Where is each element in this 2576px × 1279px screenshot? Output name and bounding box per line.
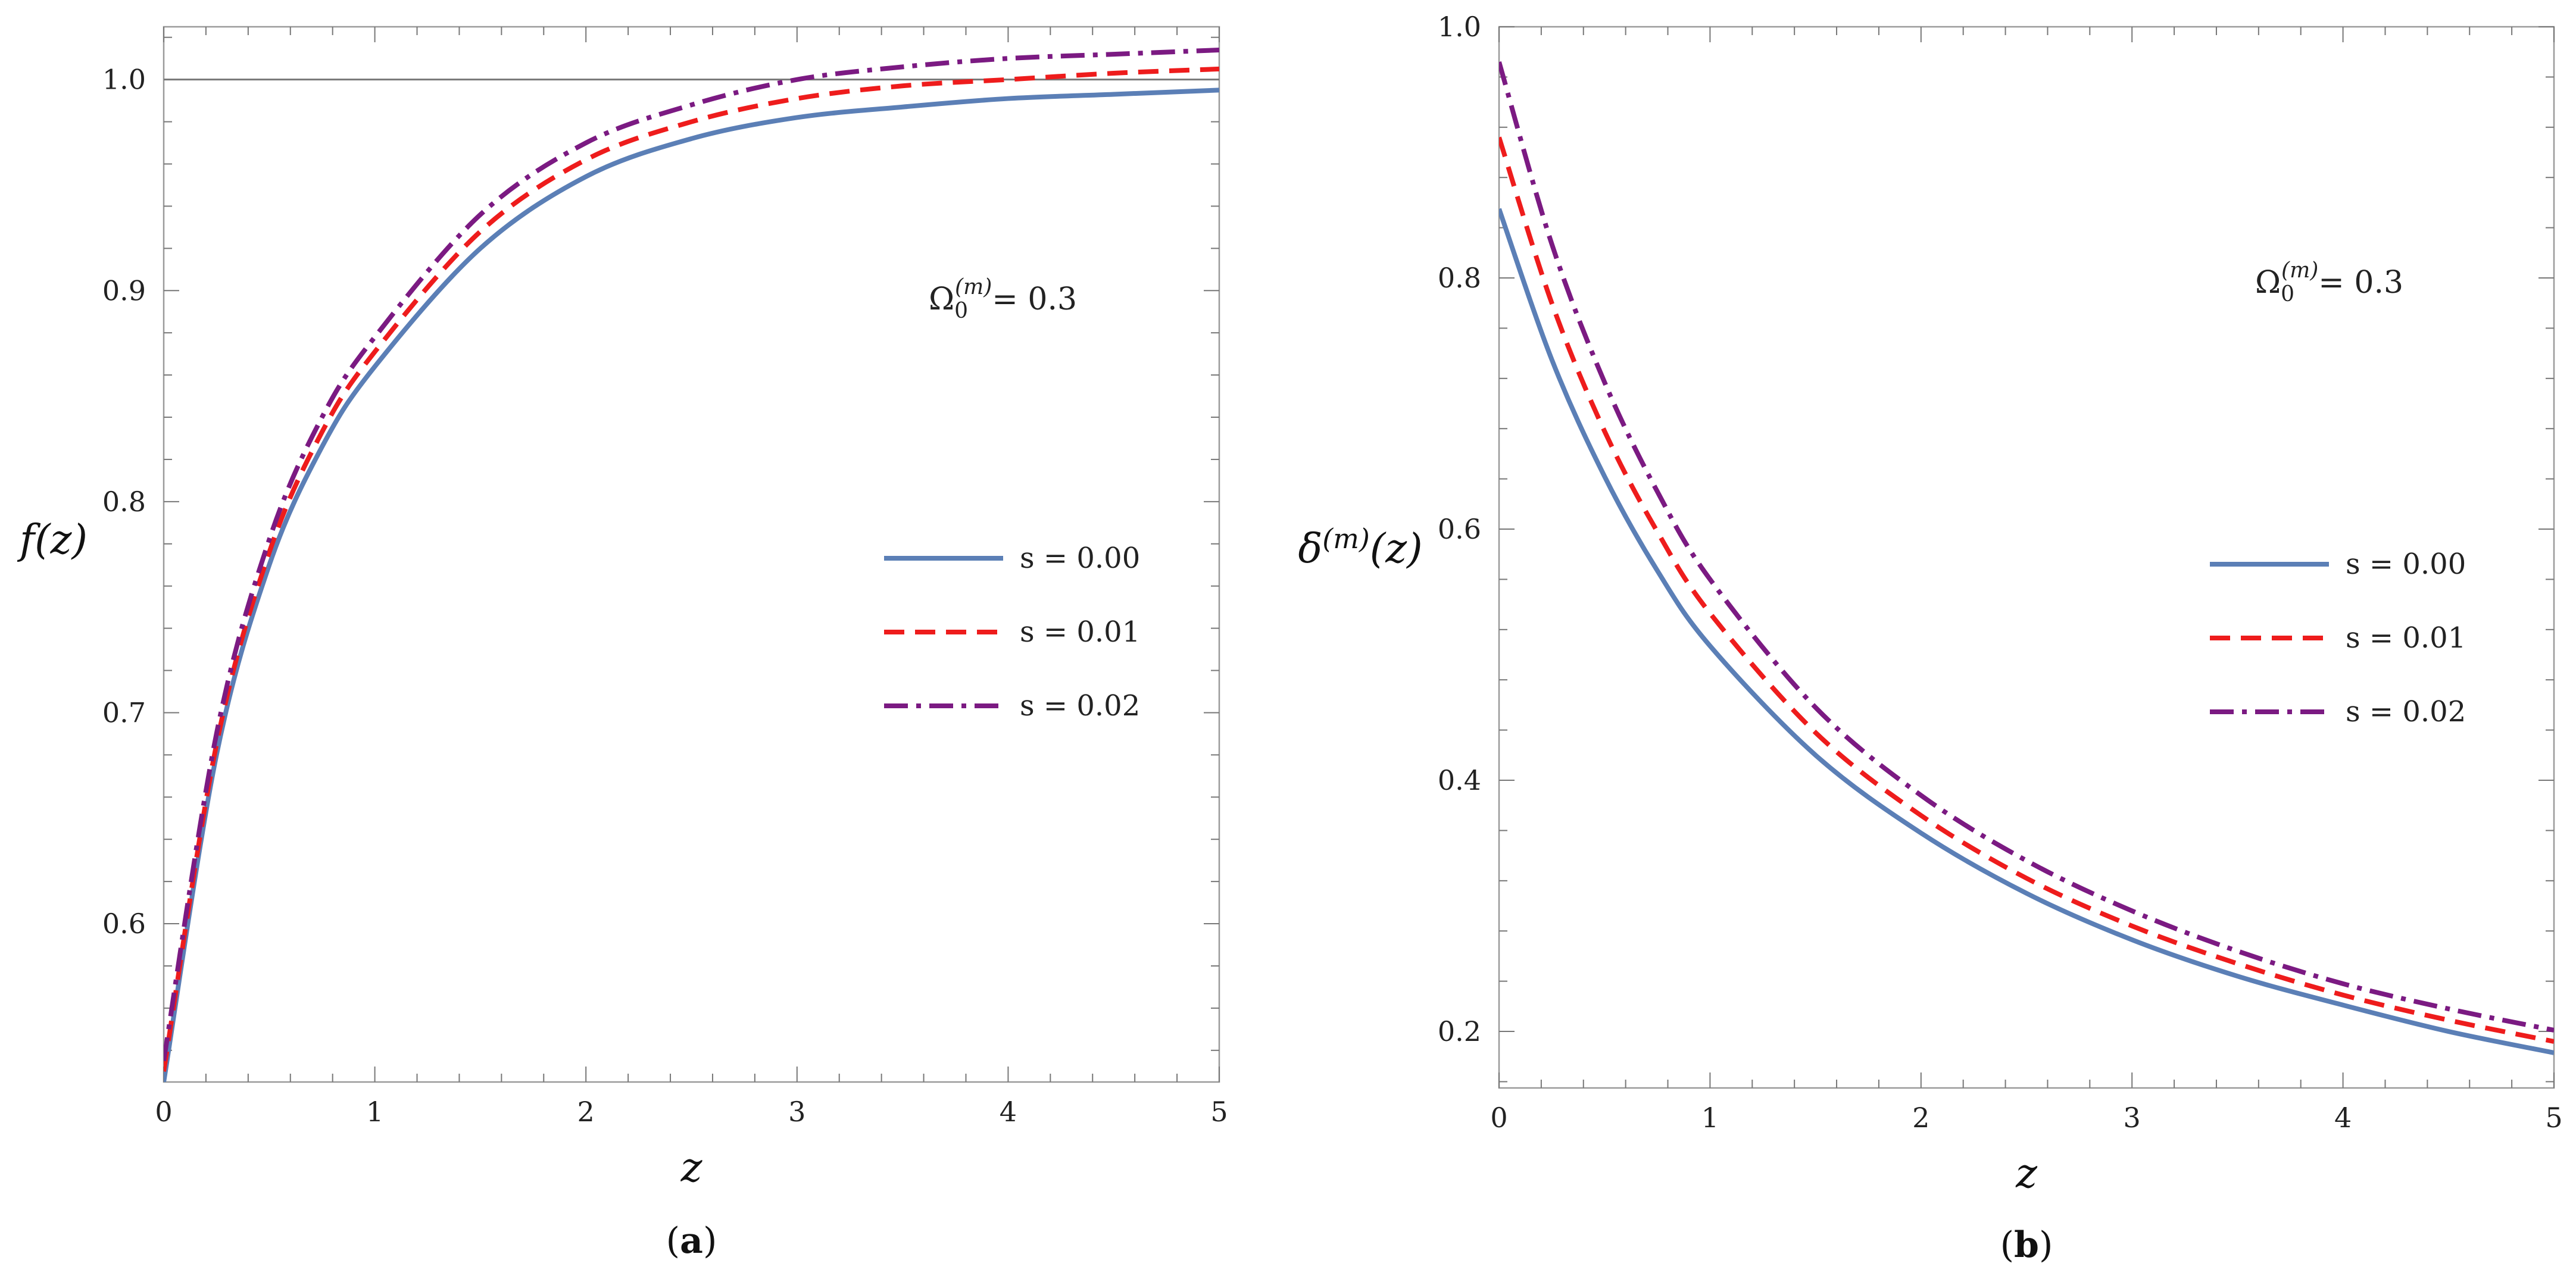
x-axis-title: z xyxy=(2015,1150,2038,1197)
legend-label-2: s = 0.01 xyxy=(1020,615,1140,649)
y-tick-label: 0.2 xyxy=(1438,1015,1481,1047)
y-tick-label: 0.6 xyxy=(102,908,146,940)
series-line-1 xyxy=(164,87,1219,1082)
x-tick-label: 1 xyxy=(366,1096,383,1128)
y-tick-label: 0.9 xyxy=(102,274,146,307)
panel-label: (a) xyxy=(666,1220,717,1262)
legend-label-2: s = 0.01 xyxy=(2346,621,2466,655)
y-tick-label: 0.4 xyxy=(1438,764,1481,796)
series-line-3 xyxy=(1499,61,2554,1033)
panel-label: (b) xyxy=(2000,1224,2053,1266)
legend-label-1: s = 0.00 xyxy=(1020,542,1140,575)
chart-panel-a: 0 1 2 3 4 5 0.6 0.7 0.8 0.9 1.0 s = 0.00 s = 0.01 s =… xyxy=(17,26,1228,1262)
y-tick-label: 0.7 xyxy=(102,696,146,728)
series-line-2 xyxy=(1499,136,2554,1044)
omega-annotation: Ω0(m)= 0.3 xyxy=(929,275,1077,323)
legend-label-3: s = 0.02 xyxy=(1020,689,1140,723)
chart-panel-b: 0 1 2 3 4 5 0.2 0.4 0.6 0.8 1.0 s = 0.00 s = 0.01 s =… xyxy=(1298,11,2562,1266)
legend-label-3: s = 0.02 xyxy=(2346,695,2466,728)
y-axis-title: δ(m)(z) xyxy=(1298,523,1422,573)
x-tick-label: 4 xyxy=(1000,1096,1017,1128)
y-tick-label: 0.6 xyxy=(1438,513,1481,545)
x-tick-label: 3 xyxy=(2124,1102,2141,1134)
x-axis-title: z xyxy=(680,1144,703,1192)
x-tick-label: 0 xyxy=(1490,1102,1507,1134)
series-line-1 xyxy=(1499,208,2554,1055)
series-line-2 xyxy=(164,66,1219,1072)
y-tick-label: 0.8 xyxy=(102,486,146,518)
x-tick-label: 1 xyxy=(1701,1102,1719,1134)
plot-frame xyxy=(163,26,1220,1083)
x-tick-label: 2 xyxy=(1912,1102,1929,1134)
omega-annotation: Ω0(m)= 0.3 xyxy=(2255,258,2403,307)
x-tick-label: 5 xyxy=(2545,1102,2562,1134)
x-tick-label: 4 xyxy=(2334,1102,2352,1134)
y-tick-label: 1.0 xyxy=(1438,11,1481,43)
x-tick-label: 5 xyxy=(1210,1096,1228,1128)
y-axis-title: f(z) xyxy=(17,517,88,564)
x-tick-label: 2 xyxy=(577,1096,595,1128)
plot-frame xyxy=(1498,26,2555,1089)
y-tick-label: 1.0 xyxy=(102,64,146,96)
y-tick-label: 0.8 xyxy=(1438,262,1481,294)
series-line-3 xyxy=(164,48,1219,1062)
x-tick-label: 3 xyxy=(788,1096,805,1128)
legend-label-1: s = 0.00 xyxy=(2346,548,2466,581)
x-tick-label: 0 xyxy=(155,1096,172,1128)
